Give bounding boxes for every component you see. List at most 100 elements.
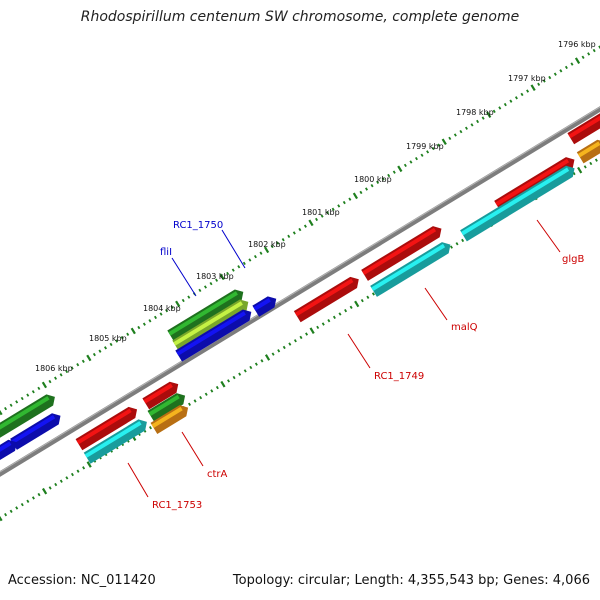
inner-scale-tick bbox=[86, 461, 92, 468]
outer-scale-tick bbox=[126, 332, 130, 336]
inner-scale-tick bbox=[65, 476, 69, 480]
outer-scale-tick bbox=[259, 251, 263, 255]
inner-scale-tick bbox=[249, 365, 253, 370]
outer-scale-tick bbox=[70, 366, 74, 370]
inner-scale-tick bbox=[70, 472, 74, 477]
outer-scale-tick bbox=[137, 325, 141, 330]
inner-scale-tick bbox=[264, 354, 271, 361]
inner-scale-tick bbox=[199, 395, 203, 400]
scale-label: 1802 kbp bbox=[248, 240, 286, 249]
outer-scale-tick bbox=[381, 177, 385, 181]
label-leader-line bbox=[221, 229, 246, 269]
outer-scale-tick bbox=[320, 214, 324, 218]
inner-scale-tick bbox=[220, 380, 226, 388]
outer-scale-tick bbox=[270, 244, 274, 249]
outer-scale-tick bbox=[420, 153, 424, 157]
label-leader-line bbox=[181, 431, 204, 467]
outer-scale-tick bbox=[409, 160, 413, 164]
scale-label: 1800 kbp bbox=[354, 175, 392, 184]
outer-scale-tick bbox=[448, 136, 452, 141]
outer-scale-tick bbox=[59, 373, 63, 377]
inner-scale-tick bbox=[583, 165, 587, 169]
outer-scale-tick bbox=[581, 55, 585, 59]
outer-scale-tick bbox=[153, 315, 157, 320]
inner-scale-tick bbox=[449, 245, 453, 249]
outer-scale-tick bbox=[370, 183, 374, 188]
inner-scale-tick bbox=[271, 352, 275, 356]
inner-scale-tick bbox=[589, 161, 593, 166]
outer-scale-tick bbox=[175, 300, 181, 308]
outer-scale-tick bbox=[514, 96, 518, 100]
outer-scale-tick bbox=[203, 285, 207, 289]
label-leader-line bbox=[536, 219, 561, 253]
inner-scale-tick bbox=[215, 385, 219, 390]
outer-scale-tick bbox=[298, 227, 302, 232]
gene-labels: RC1_1750 fliI glgB malQ RC1_1749 ctrA RC1_1753 bbox=[152, 220, 584, 511]
gene-left-blue bbox=[10, 413, 61, 450]
outer-scale-tick bbox=[331, 207, 335, 211]
inner-scale-tick bbox=[9, 509, 13, 513]
chromosome-backbone-highlight bbox=[0, 106, 600, 473]
outer-scale-tick bbox=[292, 231, 296, 235]
inner-scale-tick bbox=[338, 312, 342, 316]
inner-scale-tick bbox=[0, 515, 3, 522]
outer-scale-tick bbox=[26, 393, 30, 397]
inner-scale-tick bbox=[76, 469, 80, 473]
outer-scale-tick bbox=[392, 170, 396, 174]
scale-label: 1804 kbp bbox=[143, 304, 181, 313]
inner-scale-tick bbox=[204, 392, 208, 396]
outer-scale-tick bbox=[315, 217, 319, 222]
gene-ctrA-red bbox=[142, 381, 179, 410]
inner-scale-tick bbox=[327, 319, 331, 323]
inner-scale-tick bbox=[461, 238, 465, 243]
label-leader-lines bbox=[127, 219, 561, 498]
outer-scale-tick bbox=[253, 254, 257, 259]
outer-scale-tick bbox=[574, 57, 581, 64]
outer-scale-tick bbox=[104, 346, 108, 350]
gene-fliI-lightgreen bbox=[172, 299, 249, 352]
gene-RC1-1749 bbox=[293, 276, 359, 323]
outer-scale-tick bbox=[548, 75, 552, 80]
outer-scale-tick bbox=[365, 187, 369, 191]
inner-scale-tick bbox=[299, 335, 303, 340]
gene-label: malQ bbox=[451, 322, 478, 333]
label-leader-line bbox=[171, 257, 197, 297]
inner-scale-tick bbox=[594, 158, 598, 162]
outer-scale-tick bbox=[81, 359, 85, 363]
outer-scale-tick bbox=[570, 62, 574, 66]
outer-scale-tick bbox=[9, 403, 13, 407]
inner-scale-tick bbox=[188, 402, 191, 406]
outer-scale-tick bbox=[526, 89, 530, 93]
outer-scale-tick bbox=[54, 376, 58, 380]
outer-scale-tick bbox=[219, 273, 225, 281]
inner-scale-tick bbox=[243, 369, 247, 373]
inner-scale-tick bbox=[371, 292, 375, 296]
gene-RC1-1750 bbox=[252, 296, 277, 317]
outer-scale-tick bbox=[281, 238, 285, 242]
outer-scale-tick bbox=[0, 409, 3, 416]
outer-scale-tick bbox=[237, 265, 241, 269]
inner-scale-tick bbox=[26, 499, 30, 503]
outer-scale-tick bbox=[486, 111, 492, 119]
gene-label: RC1_1753 bbox=[152, 500, 202, 511]
scale-labels: 1796 kbp 1797 kbp 1798 kbp 1799 kbp 1800 kbp… bbox=[35, 40, 596, 373]
outer-scale-tick bbox=[553, 72, 557, 76]
gene-malQ bbox=[361, 226, 442, 281]
outer-scale-tick bbox=[303, 224, 307, 228]
outer-scale-tick bbox=[397, 165, 403, 173]
gene-glgB-cyan bbox=[460, 165, 575, 242]
outer-scale-tick bbox=[130, 327, 136, 335]
inner-scale-tick bbox=[193, 399, 197, 403]
outer-scale-tick bbox=[181, 298, 185, 303]
scale-label: 1803 kbp bbox=[196, 272, 234, 281]
outer-scale-tick bbox=[115, 339, 119, 343]
inner-scale-tick bbox=[277, 349, 281, 353]
gene-label: fliI bbox=[160, 247, 172, 258]
gene-ctrA bbox=[147, 393, 186, 422]
inner-scale-tick bbox=[59, 479, 63, 483]
inner-scale-tick bbox=[321, 322, 325, 326]
inner-scale-tick bbox=[260, 359, 264, 363]
inner-scale-tick bbox=[288, 342, 292, 346]
